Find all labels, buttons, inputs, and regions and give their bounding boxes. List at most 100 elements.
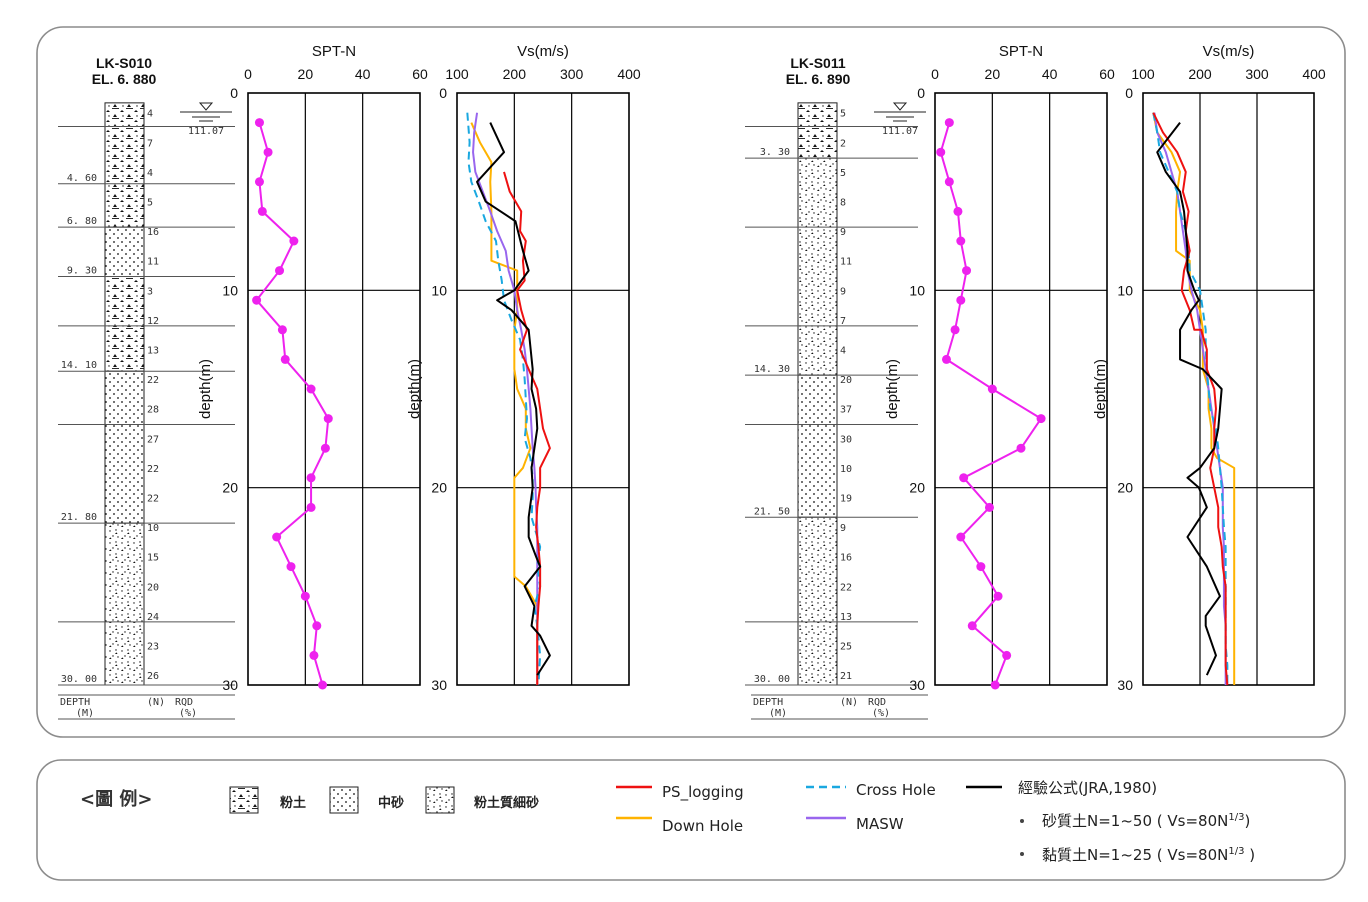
- spt-n-value: 16: [840, 553, 852, 564]
- soil-layer-siltysand: [797, 516, 838, 686]
- spt-point: [254, 177, 264, 187]
- water-level-icon: [874, 102, 926, 122]
- spt-n-value: 4: [840, 345, 846, 356]
- spt-n-value: 25: [840, 641, 852, 652]
- spt-n-value: 5: [840, 168, 846, 179]
- vs-series-ps-logging: [503, 171, 551, 685]
- spt-n-value: 22: [147, 493, 159, 504]
- spt-point: [956, 532, 966, 542]
- spt-plot-frame: [247, 92, 421, 686]
- spt-point: [309, 650, 319, 660]
- spt-point: [277, 325, 287, 335]
- spt-point: [312, 621, 322, 631]
- soil-layer-silt: [797, 102, 838, 159]
- spt-n-value: 20: [147, 582, 159, 593]
- vs-x-tick-label: 200: [1188, 66, 1212, 82]
- vs-x-tick-label: 200: [503, 66, 527, 82]
- footer-depth-unit: (M): [769, 708, 787, 719]
- spt-n-value: 26: [147, 671, 159, 682]
- layer-depth-label: 4. 60: [67, 173, 97, 184]
- spt-n-value: 4: [147, 109, 153, 120]
- vs-x-tick-label: 100: [1131, 66, 1155, 82]
- spt-point: [936, 147, 946, 157]
- spt-ylabel: depth(m): [884, 359, 901, 419]
- spt-point: [263, 147, 273, 157]
- vs-x-tick-label: 400: [1302, 66, 1326, 82]
- soil-layer-sand: [797, 374, 838, 518]
- sand-pattern-swatch: [329, 786, 359, 814]
- footer-depth-unit: (M): [76, 708, 94, 719]
- vs-y-tick-label: 20: [1117, 480, 1133, 496]
- spt-point: [320, 443, 330, 453]
- spt-n-value: 24: [147, 612, 159, 623]
- spt-x-tick-label: 20: [985, 66, 1001, 82]
- layer-depth-label: 30. 00: [754, 674, 790, 685]
- spt-ylabel: depth(m): [197, 359, 214, 419]
- soil-layer-sand: [104, 370, 145, 524]
- spt-n-value: 22: [147, 464, 159, 475]
- spt-n-value: 8: [840, 197, 846, 208]
- spt-n-value: 16: [147, 227, 159, 238]
- legend-panel: [36, 759, 1346, 881]
- borehole-elevation: EL. 6. 890: [786, 71, 851, 87]
- spt-n-value: 3: [147, 286, 153, 297]
- spt-n-value: 28: [147, 405, 159, 416]
- spt-n-value: 5: [147, 197, 153, 208]
- footer-depth: DEPTH: [60, 697, 90, 708]
- spt-point: [987, 384, 997, 394]
- layer-depth-label: 3. 30: [760, 147, 790, 158]
- spt-point: [1002, 650, 1012, 660]
- spt-point: [257, 206, 267, 216]
- spt-y-tick-label: 0: [230, 85, 238, 101]
- vs-series-ps-logging: [1152, 112, 1229, 686]
- spt-point: [959, 473, 969, 483]
- spt-point: [956, 295, 966, 305]
- vs-series-down-hole: [470, 122, 539, 685]
- spt-point: [275, 266, 285, 276]
- vs-chart: 100 200 300 400 0 10 20 30 Vs(m/s) depth(m): [1092, 43, 1326, 693]
- spt-chart: 0 20 40 60 0 10 20 30 SPT-N depth(m): [197, 43, 428, 693]
- spt-point: [962, 266, 972, 276]
- spt-point: [950, 325, 960, 335]
- soil-layer-silt: [104, 276, 145, 372]
- vs-series-masw: [472, 112, 539, 685]
- spt-n-value: 37: [840, 405, 852, 416]
- legend-masw-label: MASW: [856, 815, 904, 833]
- spt-point: [323, 414, 333, 424]
- silt-pattern-swatch: [229, 786, 259, 814]
- spt-n-value: 20: [840, 375, 852, 386]
- water-level-label: 111.07: [882, 126, 918, 137]
- layer-depth-label: 9. 30: [67, 266, 97, 277]
- spt-title: SPT-N: [999, 43, 1043, 60]
- spt-series-line: [939, 122, 1043, 686]
- spt-point: [306, 473, 316, 483]
- spt-x-tick-label: 40: [355, 66, 371, 82]
- vs-plot-frame: [1142, 92, 1315, 686]
- footer-n: (N): [840, 697, 858, 708]
- vs-y-tick-label: 0: [1125, 85, 1133, 101]
- spt-n-value: 19: [840, 493, 852, 504]
- spt-n-value: 11: [840, 257, 852, 268]
- borehole-elevation: EL. 6. 880: [92, 71, 157, 87]
- vs-series-cross-hole: [466, 112, 542, 686]
- spt-point: [976, 562, 986, 572]
- borehole-id: LK-S011: [790, 55, 845, 71]
- spt-n-value: 13: [840, 612, 852, 623]
- legend: <圖 例> 粉土 中砂 粉土質細砂 PS_logging Down Hole C…: [80, 779, 1255, 864]
- spt-x-tick-label: 60: [412, 66, 428, 82]
- vs-x-tick-label: 300: [1245, 66, 1269, 82]
- vs-ylabel: depth(m): [1092, 359, 1109, 419]
- spt-n-value: 9: [840, 286, 846, 297]
- spt-point: [993, 591, 1003, 601]
- footer-rqd-unit: (%): [872, 708, 890, 719]
- main-figure-panel: [36, 26, 1346, 738]
- spt-n-value: 2: [840, 138, 846, 149]
- layer-depth-label: 14. 10: [61, 360, 97, 371]
- vs-title: Vs(m/s): [517, 43, 569, 60]
- layer-depth-label: 21. 50: [754, 506, 790, 517]
- spt-n-value: 15: [147, 553, 159, 564]
- spt-n-value: 27: [147, 434, 159, 445]
- legend-note1-text: 砂質土N=1~50 ( Vs=80N: [1042, 812, 1228, 830]
- siltysand-pattern-swatch: [425, 786, 455, 814]
